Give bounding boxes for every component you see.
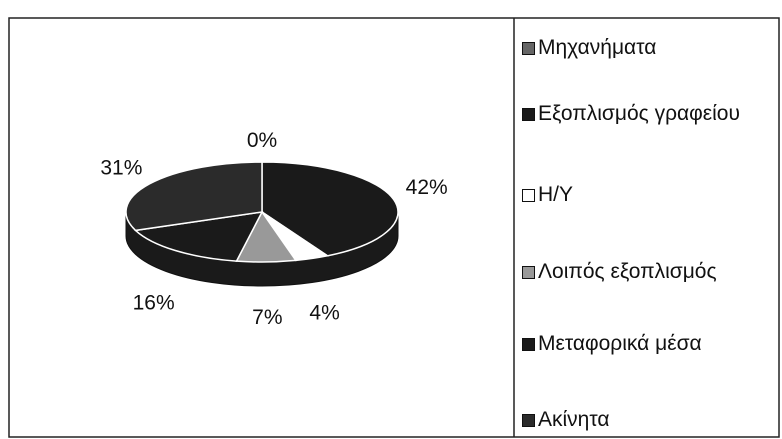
legend-swatch <box>522 42 535 55</box>
legend-swatch <box>522 338 535 351</box>
legend-swatch <box>522 414 535 427</box>
border <box>8 17 780 438</box>
legend-item: Λοιπός εξοπλισμός <box>522 260 772 284</box>
legend-label: Εξοπλισμός γραφείου <box>538 102 740 125</box>
data-label: 7% <box>252 306 282 329</box>
data-label: 16% <box>133 292 175 315</box>
legend-label: Η/Υ <box>538 183 574 206</box>
legend-label: Ακίνητα <box>538 408 610 431</box>
legend-swatch <box>522 189 535 202</box>
legend-label: Λοιπός εξοπλισμός <box>538 260 717 283</box>
legend-label: Μηχανήματα <box>538 36 657 59</box>
data-label: 31% <box>100 156 142 179</box>
legend-swatch <box>522 108 535 121</box>
legend-item: Εξοπλισμός γραφείου <box>522 102 772 126</box>
legend-swatch <box>522 266 535 279</box>
data-label: 4% <box>309 302 339 325</box>
legend-item: Μεταφορικά μέσα <box>522 332 772 356</box>
legend-item: Η/Υ <box>522 183 772 207</box>
legend: Μηχανήματα Εξοπλισμός γραφείου Η/Υ Λοιπός ε… <box>516 18 778 437</box>
data-label: 0% <box>247 129 277 152</box>
legend-item: Ακίνητα <box>522 408 772 432</box>
pie-slice <box>133 211 264 262</box>
data-label: 42% <box>406 176 448 199</box>
legend-label: Μεταφορικά μέσα <box>538 332 702 355</box>
legend-item: Μηχανήματα <box>522 36 772 60</box>
pie-slice <box>125 161 263 232</box>
pie-slice <box>261 161 399 257</box>
